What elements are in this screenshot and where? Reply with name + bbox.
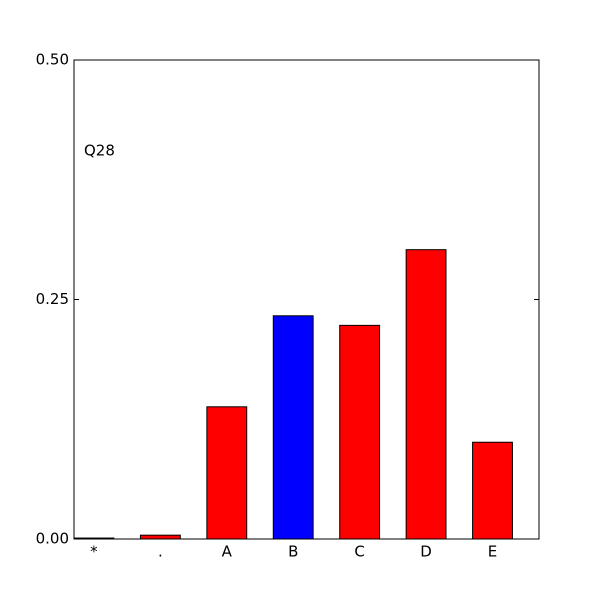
x-tick-label: C [354,543,364,561]
bar [139,534,181,540]
x-tick-label: A [222,543,233,561]
x-tick-label: D [420,543,432,561]
y-tick-label: 0.00 [36,530,69,548]
x-tick-label: B [288,543,298,561]
bar [206,406,248,540]
bar [339,324,381,540]
x-tick-label: * [90,543,98,561]
bar [405,249,447,540]
y-tick-label: 0.25 [36,290,69,308]
x-tick-label: . [158,543,163,561]
annotation: Q28 [84,142,115,160]
y-tick-label: 0.50 [36,51,69,69]
bar [272,315,314,540]
x-tick-label: E [488,543,497,561]
bar [472,441,513,540]
